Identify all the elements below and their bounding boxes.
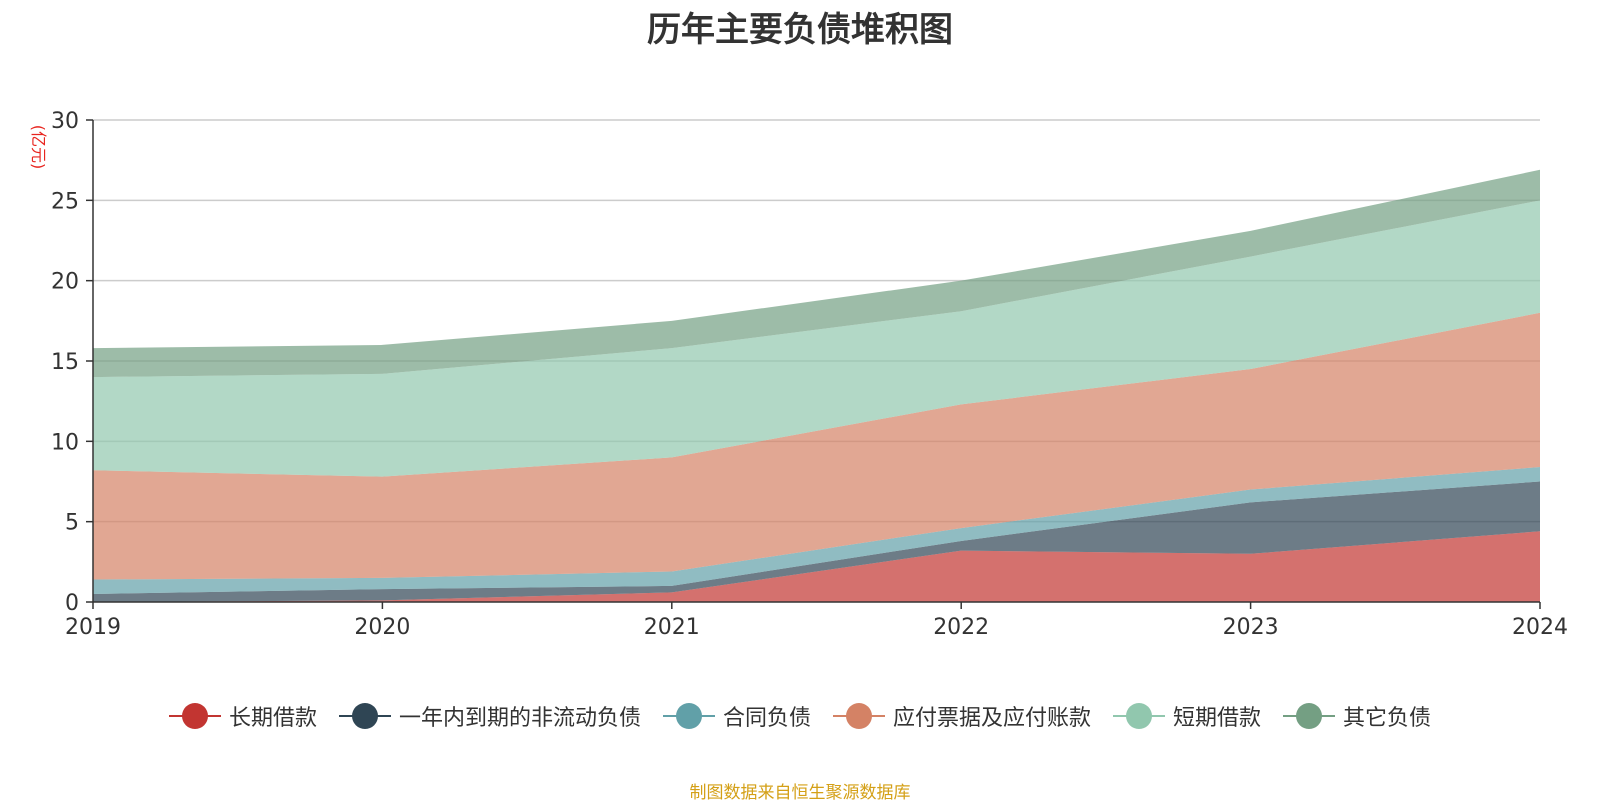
legend-marker-icon (338, 703, 391, 729)
x-tick-label: 2021 (644, 615, 700, 640)
chart-title: 历年主要负债堆积图 (647, 10, 953, 50)
area-series-5 (93, 169, 1540, 378)
y-axis-unit-label: (亿元) (29, 125, 48, 170)
area-series (93, 169, 1540, 602)
y-tick-label: 5 (65, 511, 79, 536)
area-series-0 (93, 531, 1540, 602)
legend-item[interactable]: 短期借款 (1113, 700, 1261, 732)
legend-marker-icon (1283, 703, 1336, 729)
legend-label: 一年内到期的非流动负债 (398, 706, 641, 731)
area-series-3 (93, 312, 1540, 580)
legend-label: 应付票据及应付账款 (893, 706, 1092, 731)
legend-label: 长期借款 (228, 706, 317, 731)
y-tick-label: 20 (51, 270, 79, 295)
x-tick-label: 2020 (354, 615, 410, 640)
legend-marker-icon (662, 703, 715, 729)
legend-item[interactable]: 应付票据及应付账款 (833, 700, 1091, 732)
x-tick-label: 2019 (65, 615, 121, 640)
area-series-2 (93, 467, 1540, 594)
y-tick-label: 25 (51, 189, 79, 214)
legend: 长期借款 一年内到期的非流动负债 合同负债 应付票据及应付账款 短期借款 其它负债 (0, 700, 1600, 732)
area-series-1 (93, 481, 1540, 602)
legend-item[interactable]: 合同负债 (662, 700, 811, 732)
legend-item[interactable]: 其它负债 (1283, 700, 1431, 732)
legend-marker-icon (168, 703, 221, 729)
legend-label: 其它负债 (1343, 706, 1432, 731)
y-tick-label: 15 (51, 350, 79, 375)
y-tick-label: 0 (65, 591, 79, 616)
legend-marker-icon (1113, 703, 1166, 729)
source-note: 制图数据来自恒生聚源数据库 (689, 783, 911, 803)
legend-item[interactable]: 长期借款 (168, 700, 317, 732)
legend-label: 短期借款 (1173, 706, 1262, 731)
legend-marker-icon (833, 703, 885, 729)
y-tick-label: 10 (51, 430, 79, 455)
axes: 0 5 10 15 20 25 30 2019 2020 2021 2022 2023 2024 (51, 109, 1568, 640)
x-tick-label: 2023 (1223, 615, 1279, 640)
legend-item[interactable]: 一年内到期的非流动负债 (338, 700, 641, 732)
x-tick-label: 2024 (1512, 615, 1568, 640)
y-tick-label: 30 (51, 109, 79, 134)
area-series-4 (93, 200, 1540, 477)
legend-label: 合同负债 (722, 706, 811, 731)
x-tick-label: 2022 (933, 615, 989, 640)
